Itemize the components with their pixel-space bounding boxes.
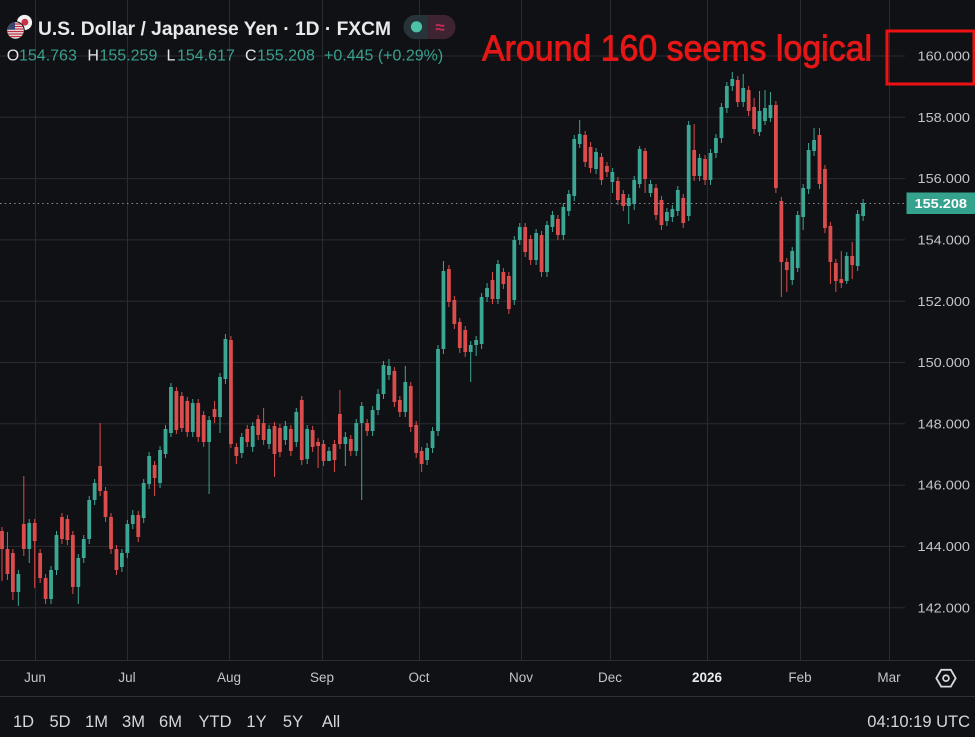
svg-text:+0.445 (+0.29%): +0.445 (+0.29%) — [324, 48, 443, 65]
svg-text:5D: 5D — [49, 713, 70, 731]
svg-text:Jun: Jun — [24, 670, 46, 685]
svg-text:O: O — [7, 48, 19, 65]
svg-text:Feb: Feb — [788, 670, 811, 685]
svg-text:154.000: 154.000 — [918, 233, 971, 248]
svg-text:156.000: 156.000 — [918, 171, 971, 186]
svg-text:YTD: YTD — [199, 713, 232, 731]
svg-text:5Y: 5Y — [283, 713, 303, 731]
svg-text:142.000: 142.000 — [918, 600, 971, 615]
svg-text:155.208: 155.208 — [915, 196, 968, 211]
svg-text:144.000: 144.000 — [918, 539, 971, 554]
svg-text:1Y: 1Y — [246, 713, 266, 731]
svg-text:155.259: 155.259 — [100, 48, 158, 65]
svg-text:154.617: 154.617 — [177, 48, 235, 65]
svg-text:3M: 3M — [122, 713, 145, 731]
svg-text:146.000: 146.000 — [918, 478, 971, 493]
svg-text:150.000: 150.000 — [918, 355, 971, 370]
svg-text:Around 160 seems logical: Around 160 seems logical — [482, 28, 872, 69]
svg-text:Oct: Oct — [408, 670, 429, 685]
svg-text:160.000: 160.000 — [918, 49, 971, 64]
svg-text:L: L — [167, 48, 176, 65]
svg-text:148.000: 148.000 — [918, 416, 971, 431]
svg-text:154.763: 154.763 — [19, 48, 77, 65]
svg-text:≈: ≈ — [435, 18, 444, 37]
svg-text:155.208: 155.208 — [257, 48, 315, 65]
svg-text:U.S. Dollar / Japanese Yen · 1: U.S. Dollar / Japanese Yen · 1D · FXCM — [38, 18, 391, 40]
svg-text:158.000: 158.000 — [918, 110, 971, 125]
svg-text:H: H — [87, 48, 99, 65]
svg-text:Sep: Sep — [310, 670, 334, 685]
svg-text:Jul: Jul — [118, 670, 135, 685]
svg-text:6M: 6M — [159, 713, 182, 731]
svg-text:C: C — [245, 48, 257, 65]
svg-text:Nov: Nov — [509, 670, 533, 685]
svg-text:All: All — [322, 713, 340, 731]
svg-text:Dec: Dec — [598, 670, 622, 685]
svg-text:2026: 2026 — [692, 670, 723, 685]
svg-text:Mar: Mar — [877, 670, 901, 685]
svg-text:Aug: Aug — [217, 670, 241, 685]
svg-text:1D: 1D — [13, 713, 34, 731]
svg-text:152.000: 152.000 — [918, 294, 971, 309]
svg-text:04:10:19 UTC: 04:10:19 UTC — [867, 713, 970, 731]
svg-text:1M: 1M — [85, 713, 108, 731]
